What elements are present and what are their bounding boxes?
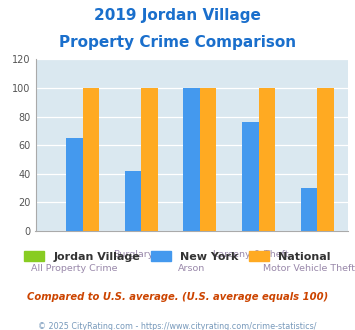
Bar bbox=[141, 88, 158, 231]
Text: Motor Vehicle Theft: Motor Vehicle Theft bbox=[263, 264, 355, 273]
Bar bbox=[66, 138, 83, 231]
Bar bbox=[258, 88, 275, 231]
Text: © 2025 CityRating.com - https://www.cityrating.com/crime-statistics/: © 2025 CityRating.com - https://www.city… bbox=[38, 322, 317, 330]
Bar bbox=[317, 88, 334, 231]
Bar bbox=[200, 88, 216, 231]
Bar bbox=[83, 88, 99, 231]
Text: 2019 Jordan Village: 2019 Jordan Village bbox=[94, 8, 261, 23]
Legend: Jordan Village, New York, National: Jordan Village, New York, National bbox=[20, 247, 335, 267]
Bar bbox=[125, 171, 141, 231]
Text: Compared to U.S. average. (U.S. average equals 100): Compared to U.S. average. (U.S. average … bbox=[27, 292, 328, 302]
Bar bbox=[301, 188, 317, 231]
Bar bbox=[242, 122, 258, 231]
Bar bbox=[184, 88, 200, 231]
Text: All Property Crime: All Property Crime bbox=[31, 264, 118, 273]
Text: Property Crime Comparison: Property Crime Comparison bbox=[59, 35, 296, 50]
Text: Larceny & Theft: Larceny & Theft bbox=[213, 250, 288, 259]
Text: Arson: Arson bbox=[178, 264, 205, 273]
Text: Burglary: Burglary bbox=[113, 250, 153, 259]
